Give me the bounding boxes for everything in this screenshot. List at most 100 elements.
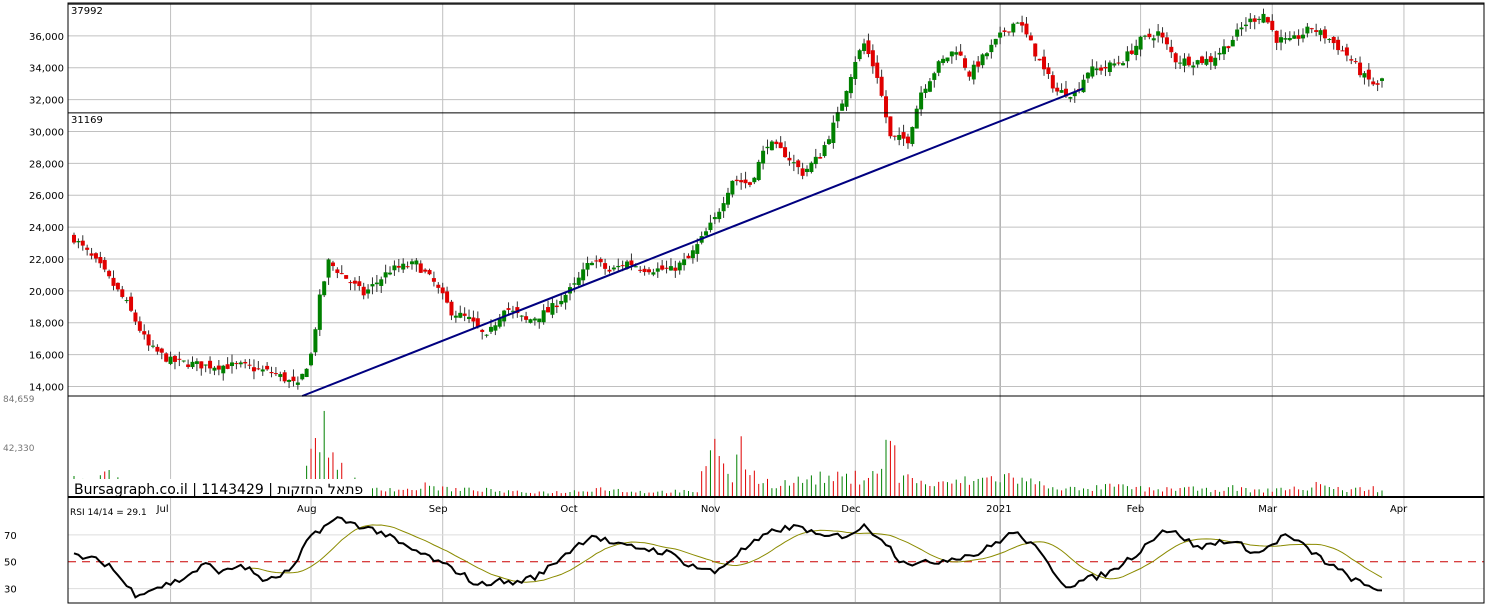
candle-up xyxy=(203,364,208,366)
candle-down xyxy=(800,168,805,176)
rsi-tick-label: 30 xyxy=(4,585,17,596)
candle-down xyxy=(1314,30,1319,32)
candle-up xyxy=(383,272,388,278)
price-tick-label: 26,000 xyxy=(29,191,64,202)
candle-down xyxy=(418,263,423,273)
candle-down xyxy=(607,269,612,272)
candle-down xyxy=(1252,18,1257,22)
candle-down xyxy=(89,253,94,256)
price-tick-label: 18,000 xyxy=(29,319,64,330)
candle-up xyxy=(1292,35,1297,39)
candle-up xyxy=(993,38,998,45)
candle-up xyxy=(550,303,555,315)
candle-up xyxy=(655,268,660,272)
month-label-sep: Sep xyxy=(429,504,448,515)
rsi-moving-average xyxy=(249,524,1383,583)
candle-down xyxy=(247,364,252,366)
candle-down xyxy=(747,182,752,185)
candle-up xyxy=(844,90,849,107)
candle-down xyxy=(1340,50,1345,52)
candle-up xyxy=(151,345,156,347)
candle-up xyxy=(625,261,630,269)
price-tick-label: 36,000 xyxy=(29,32,64,43)
candle-down xyxy=(1002,30,1007,32)
candle-up xyxy=(388,272,393,275)
candle-up xyxy=(1107,62,1112,73)
candle-up xyxy=(730,180,735,195)
candle-up xyxy=(287,379,292,382)
candle-up xyxy=(370,284,375,287)
candle-up xyxy=(862,43,867,52)
candle-down xyxy=(866,40,871,55)
candle-up xyxy=(304,368,309,378)
candle-down xyxy=(598,258,603,263)
candle-down xyxy=(431,278,436,282)
month-label-jul: Jul xyxy=(156,504,169,515)
candle-up xyxy=(1134,45,1139,56)
candle-down xyxy=(1375,83,1380,85)
candle-up xyxy=(949,51,954,57)
candle-down xyxy=(1020,22,1025,26)
candle-down xyxy=(256,368,261,370)
candle-up xyxy=(379,279,384,286)
candle-down xyxy=(120,289,125,297)
candle-up xyxy=(374,282,379,285)
candle-up xyxy=(826,139,831,144)
candle-up xyxy=(1230,39,1235,47)
candle-up xyxy=(1261,13,1266,23)
price-tick-label: 14,000 xyxy=(29,382,64,393)
candle-down xyxy=(638,269,643,271)
candle-down xyxy=(357,281,362,287)
low-line-label: 31169 xyxy=(71,115,103,126)
candle-down xyxy=(603,263,608,269)
label-layer: Jul Aug Sep Oct Nov Dec 2021 Feb Mar Apr 14,000 16,… xyxy=(3,32,1408,596)
candle-up xyxy=(822,145,827,157)
candle-up xyxy=(1257,18,1262,20)
candle-down xyxy=(1050,75,1055,89)
candle-down xyxy=(480,329,485,332)
candle-down xyxy=(155,346,160,352)
rsi-tick-label: 70 xyxy=(4,531,17,542)
candle-down xyxy=(1186,56,1191,66)
candle-up xyxy=(809,162,814,173)
candle-down xyxy=(1371,81,1376,85)
candle-down xyxy=(129,296,134,311)
candle-down xyxy=(546,307,551,313)
candle-down xyxy=(208,360,213,369)
candle-up xyxy=(1283,38,1288,40)
candle-down xyxy=(115,282,120,290)
candle-up xyxy=(840,103,845,111)
candle-up xyxy=(1125,51,1130,62)
high-line-label: 37992 xyxy=(71,6,103,17)
candle-down xyxy=(1129,50,1134,54)
candle-down xyxy=(783,147,788,158)
candle-up xyxy=(1090,66,1095,77)
candle-down xyxy=(102,260,107,270)
candle-up xyxy=(392,265,397,271)
candle-down xyxy=(1055,87,1060,92)
candle-up xyxy=(401,263,406,270)
candle-up xyxy=(124,300,129,302)
candle-up xyxy=(752,177,757,183)
candle-down xyxy=(796,160,801,168)
candle-down xyxy=(282,372,287,382)
candle-down xyxy=(1042,56,1047,70)
candle-down xyxy=(743,179,748,184)
month-label-aug: Aug xyxy=(297,504,317,515)
candle-up xyxy=(1142,35,1147,37)
candle-down xyxy=(620,265,625,267)
price-tick-label: 32,000 xyxy=(29,96,64,107)
candle-up xyxy=(458,312,463,318)
candle-up xyxy=(998,32,1003,38)
watermark-text: Bursagraph.co.il | 1143429 | פתאל החזקות xyxy=(74,482,363,498)
month-label-oct: Oct xyxy=(560,504,577,515)
candle-up xyxy=(1059,90,1064,93)
candle-up xyxy=(857,50,862,60)
candle-down xyxy=(1173,53,1178,63)
candle-up xyxy=(971,64,976,80)
candle-down xyxy=(594,260,599,262)
candle-up xyxy=(1279,37,1284,43)
candle-down xyxy=(1033,43,1038,57)
candle-down xyxy=(554,305,559,308)
candle-down xyxy=(137,321,142,331)
